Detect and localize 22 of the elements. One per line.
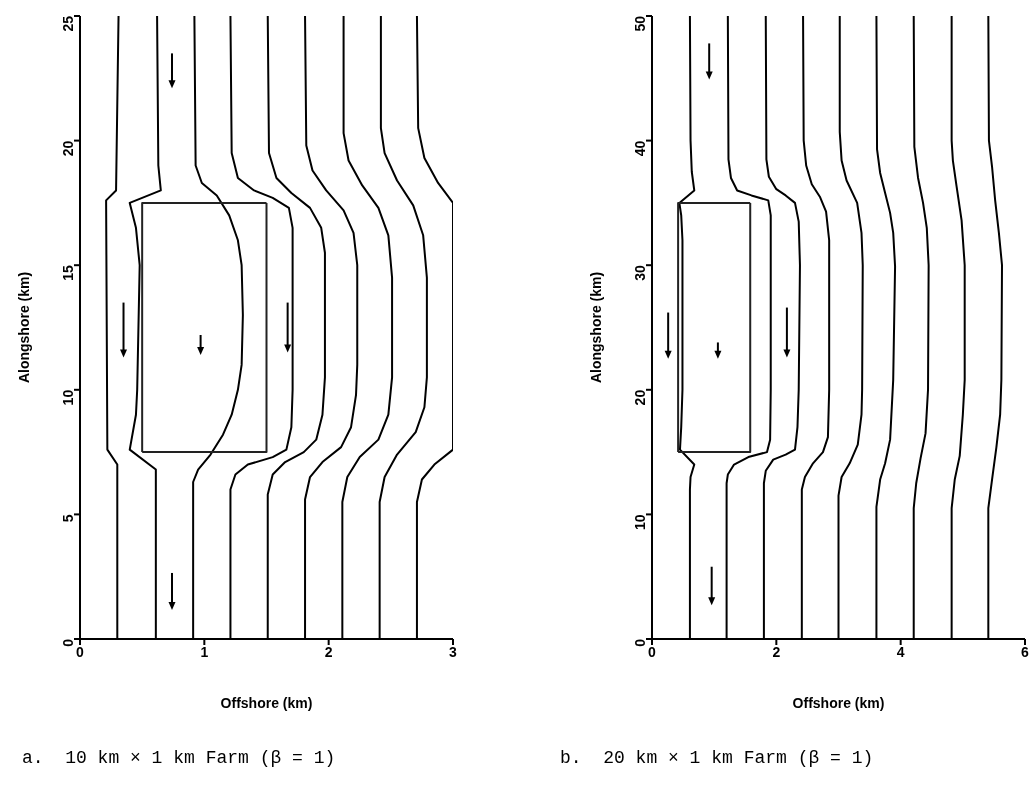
x-tick-label: 6 — [1021, 643, 1030, 660]
y-tick-label: 50 — [631, 15, 648, 32]
y-tick-label: 20 — [631, 389, 648, 406]
y-tick-label: 10 — [631, 514, 648, 530]
x-tick-label: 3 — [449, 643, 458, 660]
x-tick-label: 2 — [772, 643, 781, 660]
y-tick-label: 20 — [59, 140, 76, 157]
x-axis-title: Offshore (km) — [220, 695, 313, 711]
y-tick-label: 40 — [631, 140, 648, 157]
x-axis-title: Offshore (km) — [792, 695, 885, 711]
x-tick-label: 1 — [200, 643, 209, 660]
text: b. 20 km × 1 km Farm (β = 1) — [560, 748, 874, 768]
y-axis-title: Alongshore (km) — [587, 271, 604, 384]
x-tick-label: 2 — [324, 643, 333, 660]
y-tick-label: 15 — [59, 264, 76, 281]
y-tick-label: 5 — [59, 514, 76, 523]
y-tick-label: 30 — [631, 264, 648, 281]
y-axis-title: Alongshore (km) — [15, 271, 32, 384]
y-tick-label: 25 — [59, 15, 76, 32]
text: a. 10 km × 1 km Farm (β = 1) — [22, 748, 336, 768]
y-tick-label: 10 — [59, 389, 76, 406]
x-tick-label: 4 — [896, 643, 905, 660]
